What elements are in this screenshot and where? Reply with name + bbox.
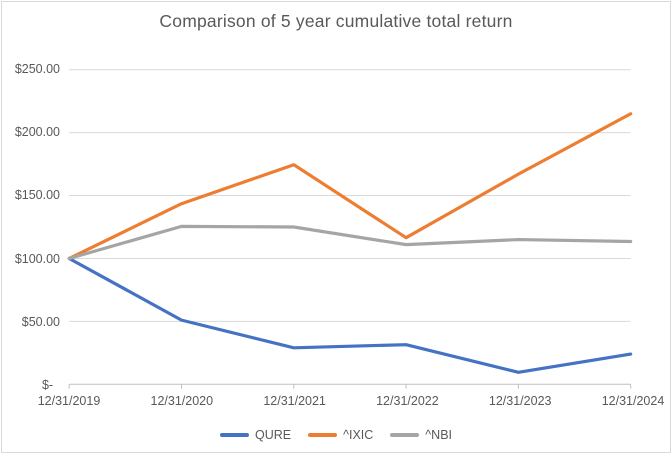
- series-line-^IXIC: [67, 112, 633, 261]
- y-axis-label: $250.00: [14, 62, 60, 76]
- legend-swatch-icon: [219, 433, 249, 437]
- y-axis-label: $100.00: [14, 251, 60, 266]
- legend-item-^IXIC: ^IXIC: [308, 428, 373, 442]
- series-line-QURE: [67, 256, 633, 374]
- x-axis-label: 12/31/2021: [263, 394, 326, 408]
- x-axis-label: 12/31/2023: [488, 394, 552, 408]
- y-axis-label: $200.00: [14, 125, 60, 140]
- x-axis-label: 12/31/2024: [601, 394, 665, 408]
- legend-label: ^IXIC: [343, 428, 374, 442]
- chart-title: Comparison of 5 year cumulative total re…: [159, 11, 513, 31]
- series-line-^NBI: [67, 224, 633, 261]
- legend: QURE ^IXIC ^NBI: [2, 428, 670, 442]
- legend-swatch-icon: [308, 433, 338, 437]
- x-axis-label: 12/31/2019: [37, 394, 101, 408]
- legend-label: QURE: [254, 428, 292, 442]
- legend-label: ^NBI: [425, 428, 452, 442]
- y-axis-label: $-: [41, 378, 60, 392]
- legend-item-QURE: QURE: [219, 428, 292, 442]
- x-axis-label: 12/31/2022: [376, 394, 439, 408]
- legend-item-^NBI: ^NBI: [390, 428, 452, 442]
- y-axis-label: $150.00: [14, 188, 60, 203]
- y-axis-label: $50.00: [21, 314, 60, 329]
- x-axis-label: 12/31/2020: [150, 394, 214, 408]
- legend-swatch-icon: [390, 433, 420, 437]
